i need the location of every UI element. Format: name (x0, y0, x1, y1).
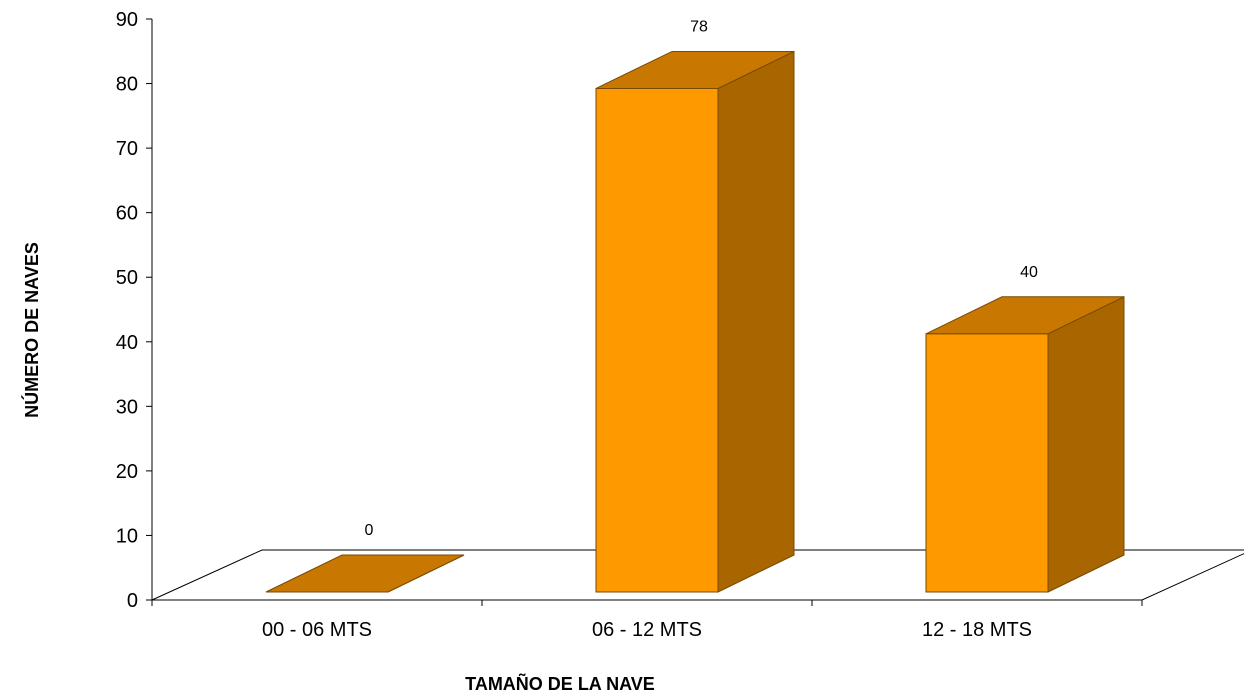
y-tick-label: 10 (116, 525, 138, 547)
y-tick-label: 80 (116, 74, 138, 96)
bar-front-face (925, 333, 1049, 593)
y-tick-label: 90 (116, 9, 138, 31)
bar-side-face (717, 50, 795, 593)
bars: 0 78 40 (265, 18, 1125, 593)
bar: 0 (265, 522, 465, 593)
bar-top-face (925, 296, 1125, 335)
bar-top-face (595, 50, 795, 89)
bar: 40 (925, 264, 1125, 593)
y-tick-label: 60 (116, 203, 138, 225)
x-tick-label: 06 - 12 MTS (592, 619, 702, 641)
data-label: 40 (1020, 264, 1038, 281)
bar: 78 (595, 18, 795, 593)
x-tick-label: 12 - 18 MTS (922, 619, 1032, 641)
x-axis-title: TAMAÑO DE LA NAVE (465, 673, 655, 692)
y-tick-label: 20 (116, 461, 138, 483)
y-axis-title: NÚMERO DE NAVES (21, 242, 42, 418)
bar-top-face (265, 554, 465, 593)
x-tick-label: 00 - 06 MTS (262, 619, 372, 641)
y-axis: 0 10 20 30 40 50 60 70 80 90 (116, 9, 153, 612)
bar-front-face (595, 87, 719, 593)
data-label: 78 (690, 18, 708, 35)
y-tick-label: 0 (127, 590, 138, 612)
bar-side-face (1047, 295, 1125, 593)
x-axis: 00 - 06 MTS 06 - 12 MTS 12 - 18 MTS (151, 599, 1143, 641)
y-tick-label: 30 (116, 396, 138, 418)
y-tick-label: 70 (116, 138, 138, 160)
data-label: 0 (365, 522, 374, 539)
y-tick-label: 50 (116, 267, 138, 289)
y-tick-label: 40 (116, 332, 138, 354)
